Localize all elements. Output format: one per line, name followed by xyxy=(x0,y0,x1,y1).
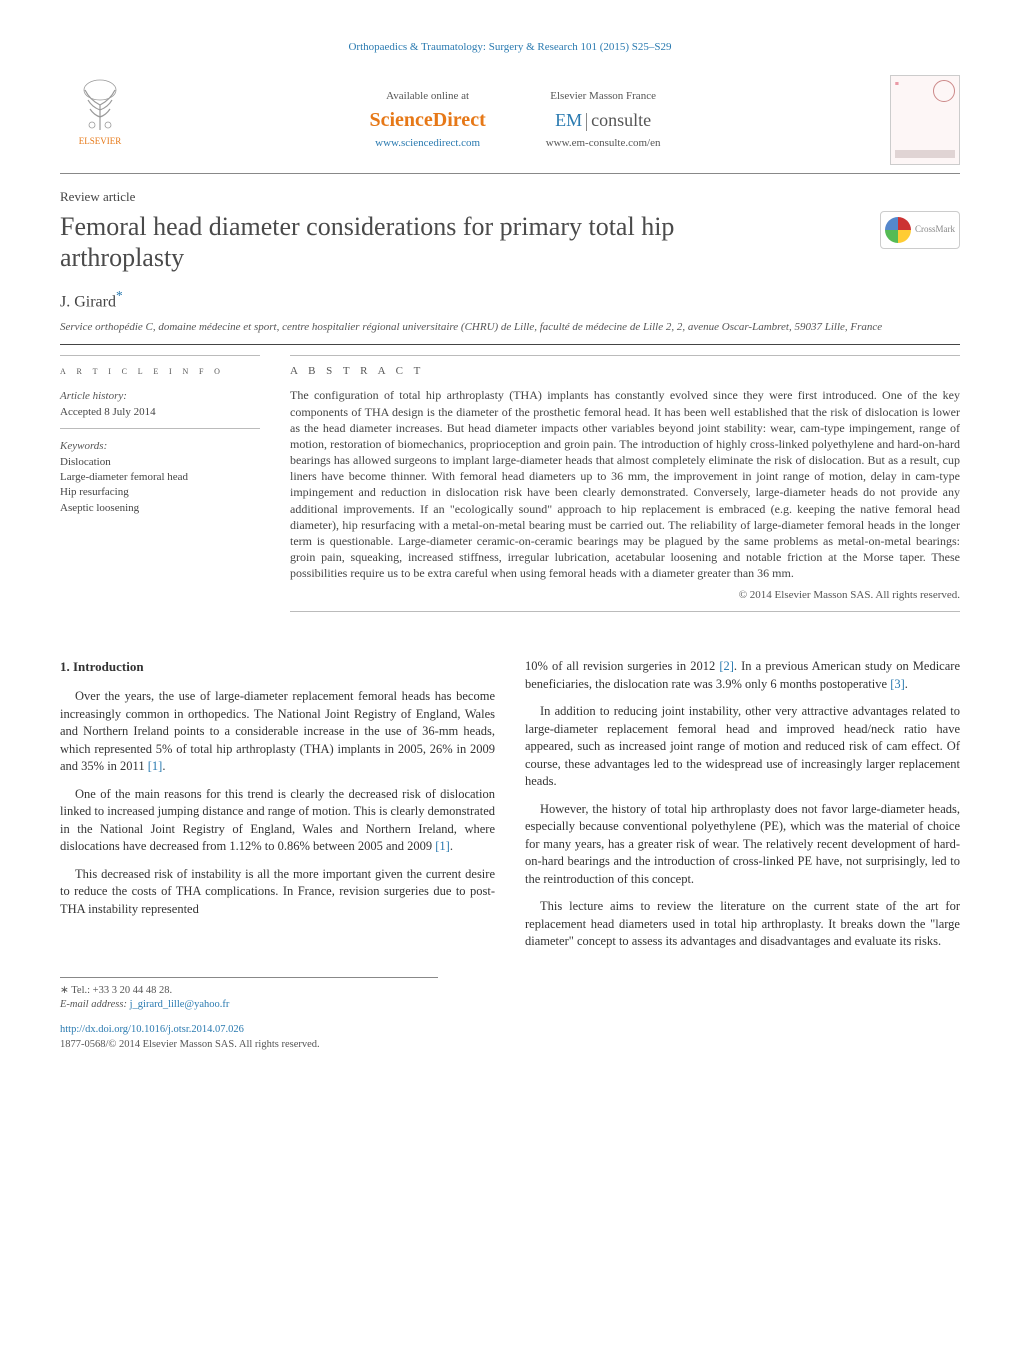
body-paragraph: This lecture aims to review the literatu… xyxy=(525,898,960,951)
para-text: . xyxy=(450,839,453,853)
keyword: Aseptic loosening xyxy=(60,501,260,516)
title-row: Femoral head diameter considerations for… xyxy=(60,211,960,273)
body-paragraph: 10% of all revision surgeries in 2012 [2… xyxy=(525,658,960,693)
crossmark-label: CrossMark xyxy=(915,223,955,236)
em-divider-icon xyxy=(586,113,587,131)
section-heading: 1. Introduction xyxy=(60,658,495,676)
article-title: Femoral head diameter considerations for… xyxy=(60,211,800,273)
author-name: J. Girard* xyxy=(60,287,960,314)
running-head: Orthopaedics & Traumatology: Surgery & R… xyxy=(60,40,960,55)
crossmark-icon xyxy=(885,217,911,243)
issn-copyright: 1877-0568/© 2014 Elsevier Masson SAS. Al… xyxy=(60,1038,960,1053)
cover-bar-icon xyxy=(895,150,955,158)
article-info-column: A R T I C L E I N F O Article history: A… xyxy=(60,355,260,612)
para-text: . xyxy=(162,759,165,773)
keyword: Dislocation xyxy=(60,455,260,470)
body-paragraph: Over the years, the use of large-diamete… xyxy=(60,688,495,776)
rule xyxy=(60,173,960,174)
sciencedirect-url[interactable]: www.sciencedirect.com xyxy=(369,136,485,151)
corresponding-tel: ∗ Tel.: +33 3 20 44 48 28. xyxy=(60,984,438,999)
body-paragraph: In addition to reducing joint instabilit… xyxy=(525,703,960,791)
para-text: Over the years, the use of large-diamete… xyxy=(60,689,495,773)
keywords-label: Keywords: xyxy=(60,439,260,454)
emconsulte-brand[interactable]: EM consulte xyxy=(546,106,661,134)
abstract-copyright: © 2014 Elsevier Masson SAS. All rights r… xyxy=(290,588,960,612)
citation-link[interactable]: [1] xyxy=(435,839,450,853)
keywords-block: Keywords: Dislocation Large-diameter fem… xyxy=(60,429,260,524)
history-value: Accepted 8 July 2014 xyxy=(60,405,260,420)
corresponding-marker: * xyxy=(116,288,123,303)
meta-abstract-row: A R T I C L E I N F O Article history: A… xyxy=(60,355,960,612)
corresponding-email: E-mail address: j_girard_lille@yahoo.fr xyxy=(60,998,438,1013)
available-online-label: Available online at xyxy=(369,89,485,104)
tel-value: +33 3 20 44 48 28. xyxy=(93,985,172,996)
emconsulte-url[interactable]: www.em-consulte.com/en xyxy=(546,136,661,151)
para-text: . xyxy=(905,677,908,691)
abstract-heading: A B S T R A C T xyxy=(290,355,960,379)
em-suffix: consulte xyxy=(591,110,651,130)
emconsulte-block: Elsevier Masson France EM consulte www.em… xyxy=(546,89,661,152)
article-type: Review article xyxy=(60,188,960,206)
journal-cover-thumbnail: ≡ xyxy=(890,75,960,165)
footnotes: ∗ Tel.: +33 3 20 44 48 28. E-mail addres… xyxy=(60,977,438,1013)
sciencedirect-block: Available online at ScienceDirect www.sc… xyxy=(369,89,485,152)
email-label: E-mail address: xyxy=(60,999,130,1010)
elsevier-label: ELSEVIER xyxy=(79,135,122,148)
author-text: J. Girard xyxy=(60,293,116,310)
affiliation: Service orthopédie C, domaine médecine e… xyxy=(60,320,960,334)
citation-link[interactable]: [2] xyxy=(719,659,734,673)
page: Orthopaedics & Traumatology: Surgery & R… xyxy=(0,0,1020,1092)
masson-label: Elsevier Masson France xyxy=(546,89,661,104)
cover-circle-icon xyxy=(933,80,955,102)
header-row: ELSEVIER Available online at ScienceDire… xyxy=(60,75,960,165)
citation-link[interactable]: [1] xyxy=(148,759,163,773)
para-text: One of the main reasons for this trend i… xyxy=(60,787,495,854)
tel-label: ∗ Tel.: xyxy=(60,985,93,996)
article-history-block: Article history: Accepted 8 July 2014 xyxy=(60,379,260,429)
keyword: Large-diameter femoral head xyxy=(60,470,260,485)
body-columns: 1. Introduction Over the years, the use … xyxy=(60,658,960,951)
para-text: 10% of all revision surgeries in 2012 xyxy=(525,659,719,673)
history-label: Article history: xyxy=(60,389,260,404)
elsevier-logo: ELSEVIER xyxy=(60,75,140,165)
body-paragraph: However, the history of total hip arthro… xyxy=(525,801,960,889)
citation-link[interactable]: [3] xyxy=(890,677,905,691)
abstract-column: A B S T R A C T The configuration of tot… xyxy=(290,355,960,612)
body-paragraph: This decreased risk of instability is al… xyxy=(60,866,495,919)
body-paragraph: One of the main reasons for this trend i… xyxy=(60,786,495,856)
em-prefix: EM xyxy=(555,110,582,130)
article-info-heading: A R T I C L E I N F O xyxy=(60,355,260,379)
rule xyxy=(60,344,960,345)
elsevier-tree-icon xyxy=(70,75,130,135)
sciencedirect-brand[interactable]: ScienceDirect xyxy=(369,106,485,134)
abstract-text: The configuration of total hip arthropla… xyxy=(290,387,960,581)
header-center-links: Available online at ScienceDirect www.sc… xyxy=(140,89,890,152)
keyword: Hip resurfacing xyxy=(60,485,260,500)
crossmark-badge[interactable]: CrossMark xyxy=(880,211,960,249)
doi-link[interactable]: http://dx.doi.org/10.1016/j.otsr.2014.07… xyxy=(60,1023,960,1038)
email-link[interactable]: j_girard_lille@yahoo.fr xyxy=(130,999,230,1010)
